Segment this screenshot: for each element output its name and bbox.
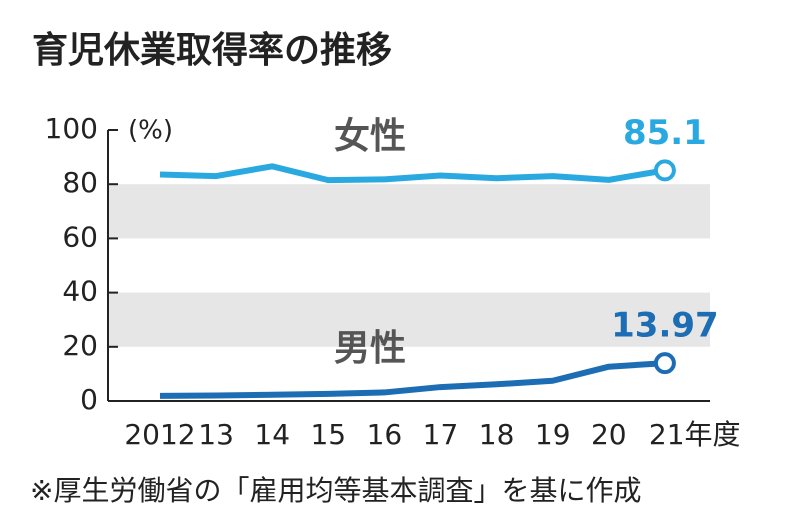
x-tick-label: 16 [367, 418, 403, 451]
x-tick-label: 2012 [124, 418, 195, 451]
x-tick-label: 15 [310, 418, 346, 451]
grid-band [108, 292, 710, 347]
x-tick-label: 18 [479, 418, 515, 451]
series-line [159, 360, 666, 399]
value-label: 85.1 [623, 113, 707, 153]
series-label: 女性 [334, 116, 406, 157]
y-tick-label: 40 [62, 275, 98, 308]
y-tick-label: 0 [80, 383, 98, 416]
series-label: 男性 [334, 328, 406, 369]
y-tick-label: 60 [62, 220, 98, 253]
x-tick-label: 13 [198, 418, 234, 451]
y-tick-label: 80 [62, 166, 98, 199]
y-tick-label: 20 [62, 329, 98, 362]
x-tick-label: 17 [423, 418, 459, 451]
value-label: 13.97 [611, 306, 719, 346]
source-note: ※厚生労働省の「雇用均等基本調査」を基に作成 [30, 474, 641, 507]
x-tick-label: 20 [591, 418, 627, 451]
chart-title: 育児休業取得率の推移 [32, 30, 392, 71]
series-line [159, 163, 666, 184]
x-tick-label: 21年度 [649, 418, 741, 451]
end-marker [653, 159, 676, 182]
grid-band [108, 184, 710, 239]
x-tick-label: 19 [535, 418, 571, 451]
x-tick-label: 14 [254, 418, 290, 451]
end-marker [653, 352, 676, 375]
y-unit: (%) [128, 116, 173, 146]
y-tick-label: 100 [45, 112, 98, 145]
